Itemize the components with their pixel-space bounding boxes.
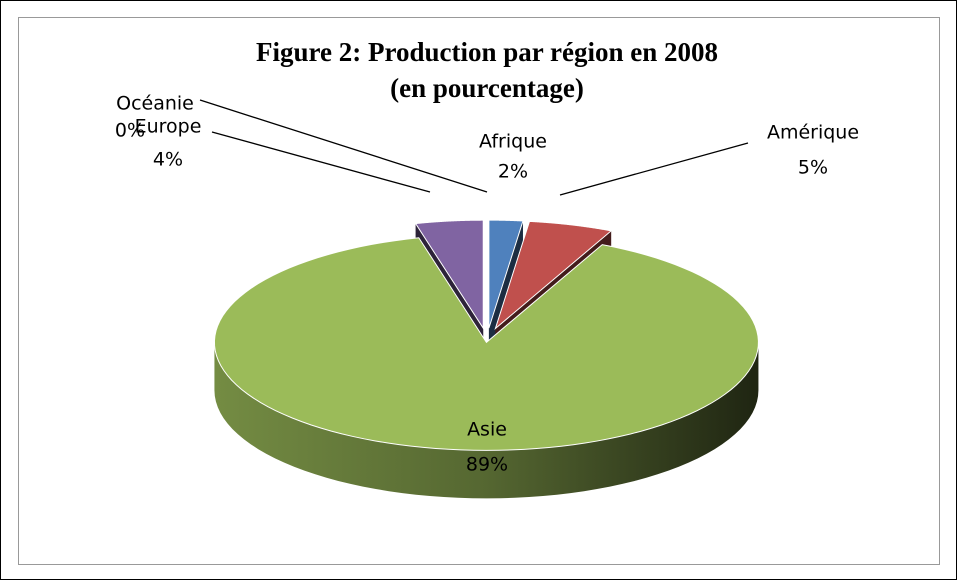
data-label-value: 89% <box>466 454 508 476</box>
slice <box>414 219 484 330</box>
data-label-value: 5% <box>798 157 828 179</box>
slice <box>213 237 759 451</box>
data-label-value: 2% <box>498 161 528 183</box>
data-label-value: 4% <box>153 149 183 171</box>
slice-wall <box>214 342 759 499</box>
chart-subtitle: (en pourcentage) <box>390 73 584 103</box>
data-label-name: Océanie <box>116 93 194 115</box>
data-label-name: Afrique <box>479 131 547 153</box>
slice <box>494 220 613 331</box>
data-label-name: Europe <box>135 116 202 138</box>
leader-line <box>559 142 749 196</box>
data-label-value: 0% <box>115 120 145 142</box>
leader-line <box>199 99 488 193</box>
pie <box>213 219 759 499</box>
leader-line <box>211 131 431 193</box>
data-label-name: Amérique <box>767 122 859 144</box>
slice <box>488 219 524 329</box>
data-label-name: Asie <box>467 419 507 441</box>
chart-title: Figure 2: Production par région en 2008 <box>256 37 718 67</box>
